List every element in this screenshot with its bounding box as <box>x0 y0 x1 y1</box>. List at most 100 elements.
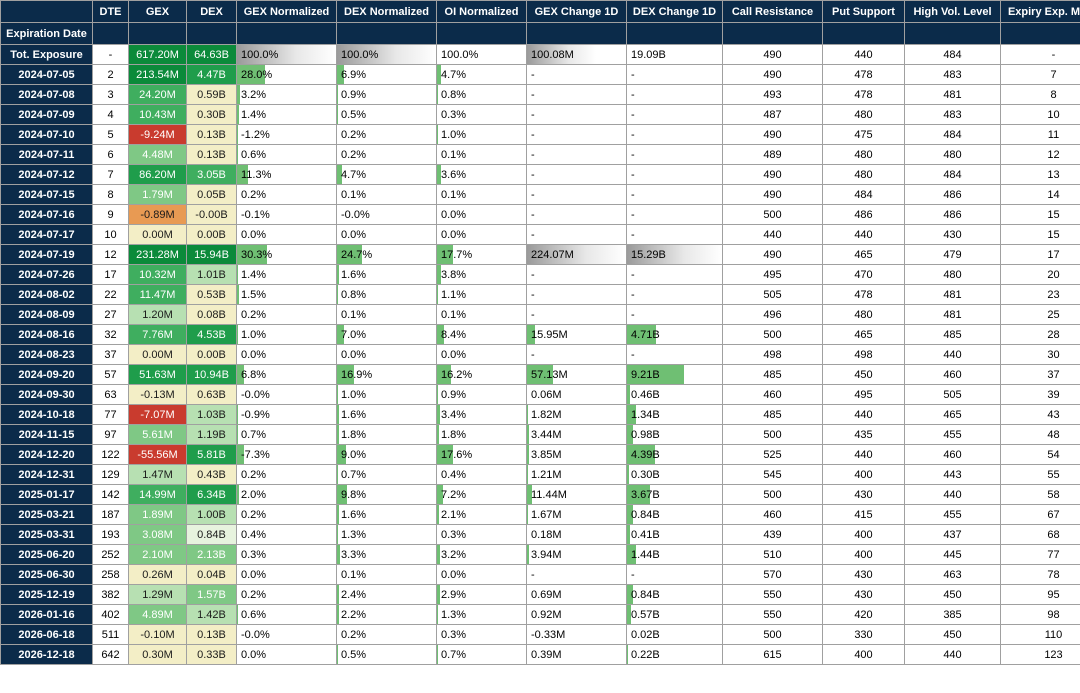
hdr-oi-norm[interactable]: OI Normalized <box>437 1 527 23</box>
cell-dex: 1.42B <box>187 605 237 625</box>
cell-emv: 43 <box>1001 405 1080 425</box>
cell-gex: -7.07M <box>129 405 187 425</box>
bar-cell: - <box>627 285 723 305</box>
table-row[interactable]: 2024-09-205751.63M10.94B6.8%16.9%16.2%57… <box>1 365 1080 385</box>
cell-dex: 1.03B <box>187 405 237 425</box>
cell-hvl: 463 <box>905 565 1001 585</box>
table-row[interactable]: 2025-01-1714214.99M6.34B2.0%9.8%7.2%11.4… <box>1 485 1080 505</box>
table-row[interactable]: 2025-03-211871.89M1.00B0.2%1.6%2.1%1.67M… <box>1 505 1080 525</box>
table-row[interactable]: 2024-07-12786.20M3.05B11.3%4.7%3.6%--490… <box>1 165 1080 185</box>
bar-cell: 3.85M <box>527 445 627 465</box>
cell-emv: 23 <box>1001 285 1080 305</box>
table-row[interactable]: 2026-01-164024.89M1.42B0.6%2.2%1.3%0.92M… <box>1 605 1080 625</box>
table-row[interactable]: Tot. Exposure-617.20M64.63B100.0%100.0%1… <box>1 45 1080 65</box>
hdr-call-res[interactable]: Call Resistance <box>723 1 823 23</box>
hdr-gex-chg[interactable]: GEX Change 1D <box>527 1 627 23</box>
table-row[interactable]: 2026-12-186420.30M0.33B0.0%0.5%0.7%0.39M… <box>1 645 1080 665</box>
table-row[interactable]: 2024-07-1164.48M0.13B0.6%0.2%0.1%--48948… <box>1 145 1080 165</box>
bar-cell: 0.3% <box>437 625 527 645</box>
cell-exp: 2024-07-12 <box>1 165 93 185</box>
bar-cell: 0.7% <box>237 425 337 445</box>
table-row[interactable]: 2024-11-15975.61M1.19B0.7%1.8%1.8%3.44M0… <box>1 425 1080 445</box>
table-row[interactable]: 2024-12-311291.47M0.43B0.2%0.7%0.4%1.21M… <box>1 465 1080 485</box>
table-row[interactable]: 2024-07-09410.43M0.30B1.4%0.5%0.3%--4874… <box>1 105 1080 125</box>
table-row[interactable]: 2024-07-1581.79M0.05B0.2%0.1%0.1%--49048… <box>1 185 1080 205</box>
bar-cell: 3.8% <box>437 265 527 285</box>
bar-cell: - <box>627 165 723 185</box>
hdr-gex-norm[interactable]: GEX Normalized <box>237 1 337 23</box>
cell-call-res: 485 <box>723 365 823 385</box>
bar-cell: 15.29B <box>627 245 723 265</box>
cell-dex: 5.81B <box>187 445 237 465</box>
bar-cell: - <box>527 345 627 365</box>
table-row[interactable]: 2024-07-261710.32M1.01B1.4%1.6%3.8%--495… <box>1 265 1080 285</box>
bar-cell: 0.18M <box>527 525 627 545</box>
bar-cell: - <box>527 265 627 285</box>
cell-dte: 187 <box>93 505 129 525</box>
bar-cell: - <box>627 65 723 85</box>
cell-gex: 3.08M <box>129 525 187 545</box>
table-row[interactable]: 2024-08-09271.20M0.08B0.2%0.1%0.1%--4964… <box>1 305 1080 325</box>
bar-cell: 16.9% <box>337 365 437 385</box>
bar-cell: 4.7% <box>337 165 437 185</box>
hdr-put-sup[interactable]: Put Support <box>823 1 905 23</box>
hdr-dex[interactable]: DEX <box>187 1 237 23</box>
table-row[interactable]: 2024-07-169-0.89M-0.00B-0.1%-0.0%0.0%--5… <box>1 205 1080 225</box>
cell-dte: 258 <box>93 565 129 585</box>
cell-dte: 7 <box>93 165 129 185</box>
cell-exp: 2024-08-16 <box>1 325 93 345</box>
cell-put-sup: 498 <box>823 345 905 365</box>
bar-cell: 3.3% <box>337 545 437 565</box>
bar-cell: 9.0% <box>337 445 437 465</box>
hdr-dex-chg[interactable]: DEX Change 1D <box>627 1 723 23</box>
cell-put-sup: 480 <box>823 145 905 165</box>
cell-call-res: 489 <box>723 145 823 165</box>
cell-dex: 0.08B <box>187 305 237 325</box>
cell-put-sup: 415 <box>823 505 905 525</box>
cell-emv: 20 <box>1001 265 1080 285</box>
cell-put-sup: 420 <box>823 605 905 625</box>
table-row[interactable]: 2024-10-1877-7.07M1.03B-0.9%1.6%3.4%1.82… <box>1 405 1080 425</box>
table-row[interactable]: 2024-08-022211.47M0.53B1.5%0.8%1.1%--505… <box>1 285 1080 305</box>
bar-cell: - <box>627 565 723 585</box>
cell-dex: 0.30B <box>187 105 237 125</box>
cell-put-sup: 465 <box>823 245 905 265</box>
table-row[interactable]: 2024-08-16327.76M4.53B1.0%7.0%8.4%15.95M… <box>1 325 1080 345</box>
hdr-gex[interactable]: GEX <box>129 1 187 23</box>
bar-cell: 0.8% <box>337 285 437 305</box>
table-row[interactable]: 2025-06-202522.10M2.13B0.3%3.3%3.2%3.94M… <box>1 545 1080 565</box>
hdr-hvl[interactable]: High Vol. Level <box>905 1 1001 23</box>
bar-cell: 0.5% <box>337 645 437 665</box>
hdr-dte[interactable]: DTE <box>93 1 129 23</box>
cell-call-res: 495 <box>723 265 823 285</box>
hdr-emv[interactable]: Expiry Exp. Move <box>1001 1 1080 23</box>
table-row[interactable]: 2024-07-17100.00M0.00B0.0%0.0%0.0%--4404… <box>1 225 1080 245</box>
bar-cell: 0.7% <box>337 465 437 485</box>
table-row[interactable]: 2024-12-20122-55.56M5.81B-7.3%9.0%17.6%3… <box>1 445 1080 465</box>
cell-put-sup: 430 <box>823 565 905 585</box>
bar-cell: 7.2% <box>437 485 527 505</box>
table-row[interactable]: 2026-06-18511-0.10M0.13B-0.0%0.2%0.3%-0.… <box>1 625 1080 645</box>
table-row[interactable]: 2024-09-3063-0.13M0.63B-0.0%1.0%0.9%0.06… <box>1 385 1080 405</box>
cell-dte: 252 <box>93 545 129 565</box>
cell-dte: 10 <box>93 225 129 245</box>
hdr-exp[interactable]: Expiration Date <box>1 23 93 45</box>
cell-exp: 2024-07-11 <box>1 145 93 165</box>
table-row[interactable]: 2024-07-1912231.28M15.94B30.3%24.7%17.7%… <box>1 245 1080 265</box>
cell-exp: 2024-11-15 <box>1 425 93 445</box>
table-row[interactable]: 2025-03-311933.08M0.84B0.4%1.3%0.3%0.18M… <box>1 525 1080 545</box>
bar-cell: 0.6% <box>237 145 337 165</box>
table-row[interactable]: 2024-07-08324.20M0.59B3.2%0.9%0.8%--4934… <box>1 85 1080 105</box>
table-row[interactable]: 2024-07-105-9.24M0.13B-1.2%0.2%1.0%--490… <box>1 125 1080 145</box>
table-row[interactable]: 2024-07-052213.54M4.47B28.0%6.9%4.7%--49… <box>1 65 1080 85</box>
cell-dte: 8 <box>93 185 129 205</box>
cell-hvl: 437 <box>905 525 1001 545</box>
table-row[interactable]: 2025-12-193821.29M1.57B0.2%2.4%2.9%0.69M… <box>1 585 1080 605</box>
table-row[interactable]: 2024-08-23370.00M0.00B0.0%0.0%0.0%--4984… <box>1 345 1080 365</box>
table-row[interactable]: 2025-06-302580.26M0.04B0.0%0.1%0.0%--570… <box>1 565 1080 585</box>
bar-cell: 0.4% <box>237 525 337 545</box>
cell-emv: 68 <box>1001 525 1080 545</box>
hdr-dex-norm[interactable]: DEX Normalized <box>337 1 437 23</box>
bar-cell: - <box>527 145 627 165</box>
cell-put-sup: 435 <box>823 425 905 445</box>
